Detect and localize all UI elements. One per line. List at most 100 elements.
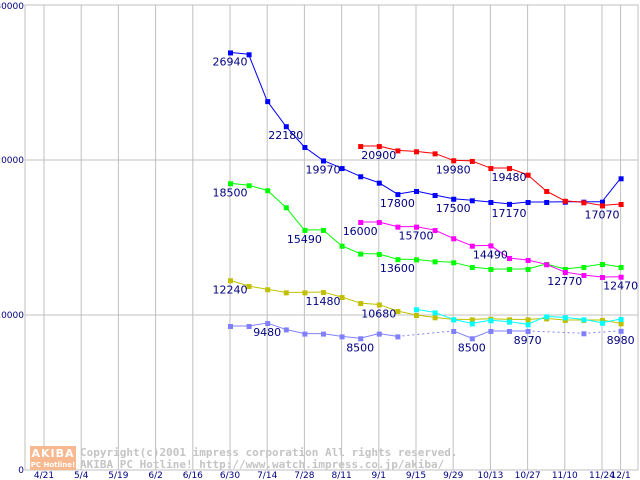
data-label: 11480 xyxy=(306,295,341,308)
data-point xyxy=(600,275,605,281)
series-segment xyxy=(248,285,268,290)
x-tick-label: 5/4 xyxy=(74,471,89,480)
data-label: 17070 xyxy=(585,208,620,221)
x-tick-label: 6/2 xyxy=(148,471,162,480)
data-label: 20900 xyxy=(361,149,396,162)
data-point xyxy=(488,200,494,206)
x-tick-label: 11/24 xyxy=(589,471,615,480)
data-label: 19970 xyxy=(306,163,341,176)
data-point xyxy=(451,328,457,334)
series-segment xyxy=(453,330,472,339)
data-point xyxy=(246,324,252,330)
data-point xyxy=(488,266,494,272)
data-point xyxy=(414,307,419,313)
data-point xyxy=(358,336,364,342)
data-point xyxy=(358,144,364,150)
x-tick-label: 12/1 xyxy=(610,471,630,480)
data-point xyxy=(358,220,364,225)
data-label: 10680 xyxy=(361,307,396,320)
series-segment xyxy=(601,319,621,324)
series-segment xyxy=(378,182,398,195)
data-label: 13600 xyxy=(380,262,415,275)
data-point xyxy=(414,313,419,318)
logo-top-text: AKIBA xyxy=(31,447,74,460)
series-segment xyxy=(601,177,621,203)
data-point xyxy=(581,273,587,279)
data-point xyxy=(376,144,382,150)
data-point xyxy=(544,314,550,320)
series-segment xyxy=(527,317,547,320)
data-point xyxy=(469,336,475,342)
data-point xyxy=(246,183,252,189)
series-segment xyxy=(248,54,268,102)
grid xyxy=(24,4,639,471)
series-segment xyxy=(322,333,342,337)
data-point xyxy=(525,172,531,178)
series-segment xyxy=(564,316,584,320)
series-green xyxy=(228,181,624,272)
data-point xyxy=(525,200,531,206)
series-blue xyxy=(228,50,624,207)
data-point xyxy=(283,205,289,211)
data-point xyxy=(618,274,624,280)
series-magenta xyxy=(358,220,624,281)
series-segment xyxy=(490,244,510,259)
series-segment xyxy=(285,328,305,335)
series-segment xyxy=(378,333,398,337)
series-segment xyxy=(453,318,472,324)
series-segment xyxy=(248,322,268,327)
data-point xyxy=(358,251,364,257)
data-point xyxy=(507,201,512,207)
data-label: 12770 xyxy=(547,275,582,288)
data-point xyxy=(414,224,419,230)
data-label: 17170 xyxy=(492,207,527,220)
data-point xyxy=(581,264,587,270)
x-tick-label: 9/15 xyxy=(406,471,426,480)
y-tick-label: 20000 xyxy=(0,156,24,166)
data-point xyxy=(228,50,233,56)
data-point xyxy=(395,257,401,263)
series-segment xyxy=(248,184,268,191)
data-point xyxy=(507,266,512,272)
series-segment xyxy=(434,152,454,161)
data-point xyxy=(469,317,475,323)
x-tick-label: 4/21 xyxy=(34,471,54,480)
series-segment xyxy=(453,198,472,201)
data-point xyxy=(525,266,531,272)
series-segment xyxy=(601,203,621,206)
series-segment xyxy=(229,279,249,287)
data-point xyxy=(321,331,326,337)
data-point xyxy=(321,158,326,164)
data-point xyxy=(581,331,587,337)
data-point xyxy=(451,260,457,266)
series-segment xyxy=(545,190,566,202)
series-segment xyxy=(341,167,361,177)
x-tick-label: 7/14 xyxy=(257,471,277,480)
series-segment xyxy=(583,318,603,324)
data-point xyxy=(525,317,531,323)
data-point xyxy=(265,99,271,105)
series-segment xyxy=(583,263,603,268)
series-segment xyxy=(490,318,510,320)
data-point xyxy=(302,144,308,150)
x-tick-label: 11/10 xyxy=(552,471,578,480)
series-segment xyxy=(453,261,472,268)
data-point xyxy=(562,315,568,321)
series-segment xyxy=(397,310,417,316)
series-segment xyxy=(471,160,491,169)
data-label: 8500 xyxy=(458,341,486,354)
data-label: 14490 xyxy=(473,248,508,261)
data-point xyxy=(395,334,401,340)
series-segment xyxy=(304,146,324,161)
series-segment xyxy=(434,311,454,320)
data-labels: 26940 22180 19970 17800 17500 17170 20900 19980… xyxy=(213,55,639,354)
data-point xyxy=(507,319,512,325)
data-point xyxy=(600,203,605,209)
series-segment xyxy=(527,263,547,270)
series-segment xyxy=(453,237,472,247)
data-point xyxy=(302,331,308,337)
data-point xyxy=(469,321,475,327)
data-point xyxy=(395,308,401,314)
data-point xyxy=(600,317,605,323)
